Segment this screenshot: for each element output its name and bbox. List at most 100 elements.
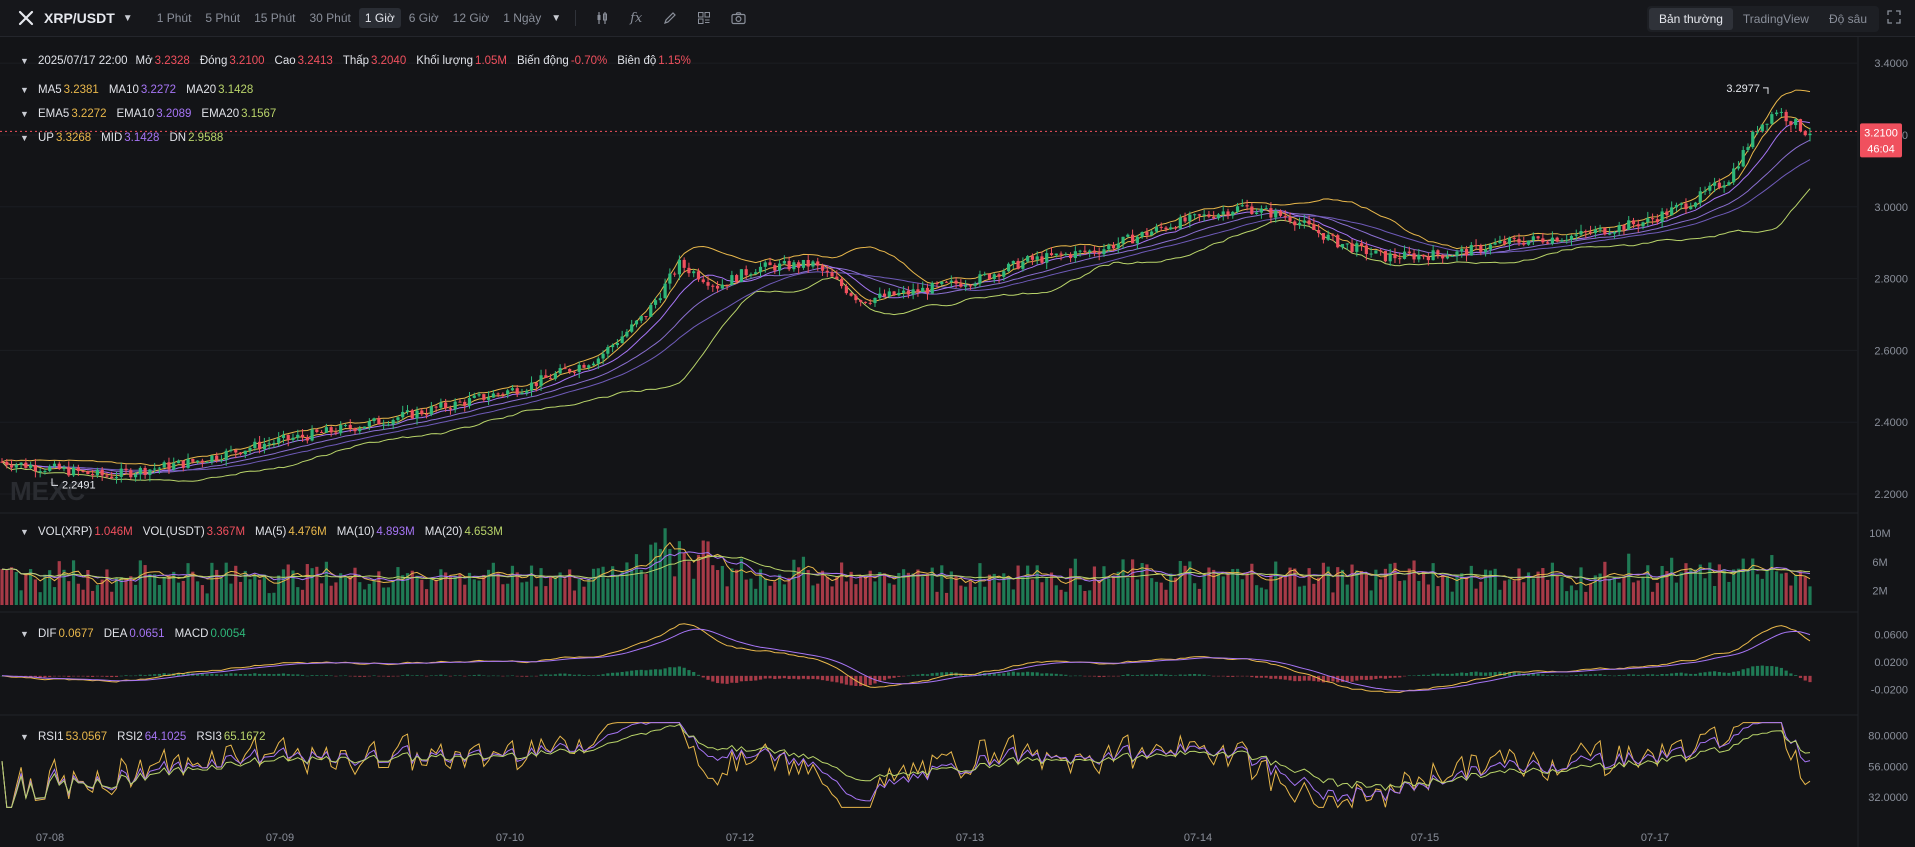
chart-type-icon[interactable]: [594, 10, 610, 26]
macd-histogram-bar: [386, 675, 391, 677]
time-axis-label: 07-12: [726, 832, 754, 844]
candle-body: [1479, 245, 1483, 252]
candle-body: [391, 419, 395, 425]
ema10-value: 3.2089: [156, 108, 192, 120]
candle-body: [1216, 214, 1221, 219]
volume-bar: [1288, 567, 1292, 605]
fullscreen-icon[interactable]: [1887, 10, 1903, 26]
volume-bar: [491, 562, 495, 605]
volume-bar: [882, 573, 887, 605]
volume-bar: [1006, 576, 1011, 605]
pair-selector[interactable]: XRP/USDT: [44, 10, 115, 26]
candle-body: [1317, 230, 1321, 234]
candle-body: [19, 462, 23, 465]
timeframe-0[interactable]: 1 Phút: [156, 11, 192, 25]
volume-bar: [358, 582, 362, 605]
indicator-icon[interactable]: fx: [630, 10, 643, 26]
timeframe-4[interactable]: 1 Giờ: [358, 8, 401, 28]
macd-histogram-bar: [420, 675, 424, 677]
candle-body: [987, 273, 992, 280]
timeframe-3[interactable]: 30 Phút: [309, 11, 351, 25]
candle-body: [653, 300, 658, 305]
macd-histogram-bar: [43, 675, 47, 678]
timeframe-more-chevron-icon[interactable]: ▼: [551, 12, 562, 24]
volume-bar: [706, 541, 710, 605]
volume-bar: [711, 565, 715, 605]
macd-histogram-bar: [1288, 675, 1292, 681]
candle-body: [29, 464, 33, 468]
collapse-chevron-icon[interactable]: ▼: [20, 85, 29, 95]
volume-bar: [167, 575, 171, 605]
toolbar-divider: [575, 10, 577, 26]
candle-body: [1493, 243, 1497, 245]
timeframe-2[interactable]: 15 Phút: [254, 11, 296, 25]
candle-body: [1016, 260, 1020, 269]
macd-histogram-bar: [1388, 675, 1392, 678]
candle-body: [1045, 253, 1049, 263]
vol-usdt-label: VOL(USDT): [142, 526, 205, 538]
volume-bar: [653, 542, 658, 605]
candle-body: [696, 271, 701, 280]
candle-body: [968, 285, 973, 287]
change-value: -0.70%: [570, 55, 608, 67]
candle-body: [310, 429, 314, 441]
candle-body: [1775, 112, 1779, 115]
macd-histogram-bar: [596, 674, 600, 676]
view-depth-tab[interactable]: Độ sâu: [1828, 12, 1867, 26]
candle-body: [334, 432, 338, 434]
collapse-chevron-icon[interactable]: ▼: [20, 133, 29, 143]
macd-histogram-bar: [138, 674, 142, 676]
candle-body: [525, 390, 529, 393]
macd-histogram-bar: [506, 675, 510, 677]
draw-icon[interactable]: [662, 10, 678, 26]
view-tradingview-tab[interactable]: TradingView: [1742, 12, 1809, 26]
macd-histogram-bar: [1565, 675, 1569, 677]
volume-bar: [1107, 578, 1111, 605]
volume-bar: [1126, 577, 1130, 605]
collapse-chevron-icon[interactable]: ▼: [20, 109, 29, 119]
macd-histogram-bar: [1178, 674, 1182, 676]
macd-histogram-bar: [663, 668, 667, 676]
view-standard-tab[interactable]: Bản thường: [1648, 8, 1733, 30]
volume-bar: [1130, 559, 1135, 605]
candle-body: [1512, 237, 1516, 239]
timeframe-6[interactable]: 12 Giờ: [452, 11, 490, 25]
timeframe-1[interactable]: 5 Phút: [205, 11, 241, 25]
volume-bar: [1326, 566, 1330, 605]
macd-histogram-bar: [448, 675, 453, 677]
candle-body: [362, 426, 367, 429]
collapse-chevron-icon[interactable]: ▼: [20, 527, 29, 537]
macd-tick-label: 0.0600: [1874, 629, 1908, 641]
candle-body: [777, 263, 782, 271]
macd-histogram-bar: [119, 675, 123, 677]
collapse-chevron-icon[interactable]: ▼: [20, 629, 29, 639]
macd-histogram-bar: [1250, 675, 1254, 678]
candle-body: [596, 358, 600, 364]
candle-body: [191, 458, 195, 462]
candle-body: [1441, 254, 1445, 259]
low-label: Thấp: [342, 55, 370, 67]
price-tick-label: 2.8000: [1874, 274, 1908, 286]
candle-body: [1741, 150, 1745, 167]
candle-body: [844, 286, 848, 294]
kline-chart[interactable]: 3.40003.20003.00002.80002.60002.40002.20…: [0, 37, 1915, 847]
camera-icon[interactable]: [730, 10, 746, 26]
candle-body: [1226, 211, 1230, 216]
candle-body: [1259, 208, 1263, 213]
volume-bar: [682, 552, 686, 605]
collapse-chevron-icon[interactable]: ▼: [20, 56, 29, 66]
layout-icon[interactable]: [696, 10, 712, 26]
macd-histogram-bar: [472, 674, 476, 676]
timeframe-7[interactable]: 1 Ngày: [503, 11, 542, 25]
collapse-chevron-icon[interactable]: ▼: [20, 732, 29, 742]
volume-bar: [1655, 582, 1659, 605]
candle-body: [162, 462, 166, 468]
macd-histogram-bar: [921, 673, 925, 676]
candle-body: [286, 434, 290, 440]
volume-bar: [339, 573, 343, 605]
macd-histogram-bar: [362, 675, 367, 677]
volume-bar: [534, 586, 538, 605]
chevron-down-icon[interactable]: ▼: [122, 12, 133, 24]
timeframe-5[interactable]: 6 Giờ: [408, 11, 439, 25]
candle-body: [830, 272, 834, 277]
